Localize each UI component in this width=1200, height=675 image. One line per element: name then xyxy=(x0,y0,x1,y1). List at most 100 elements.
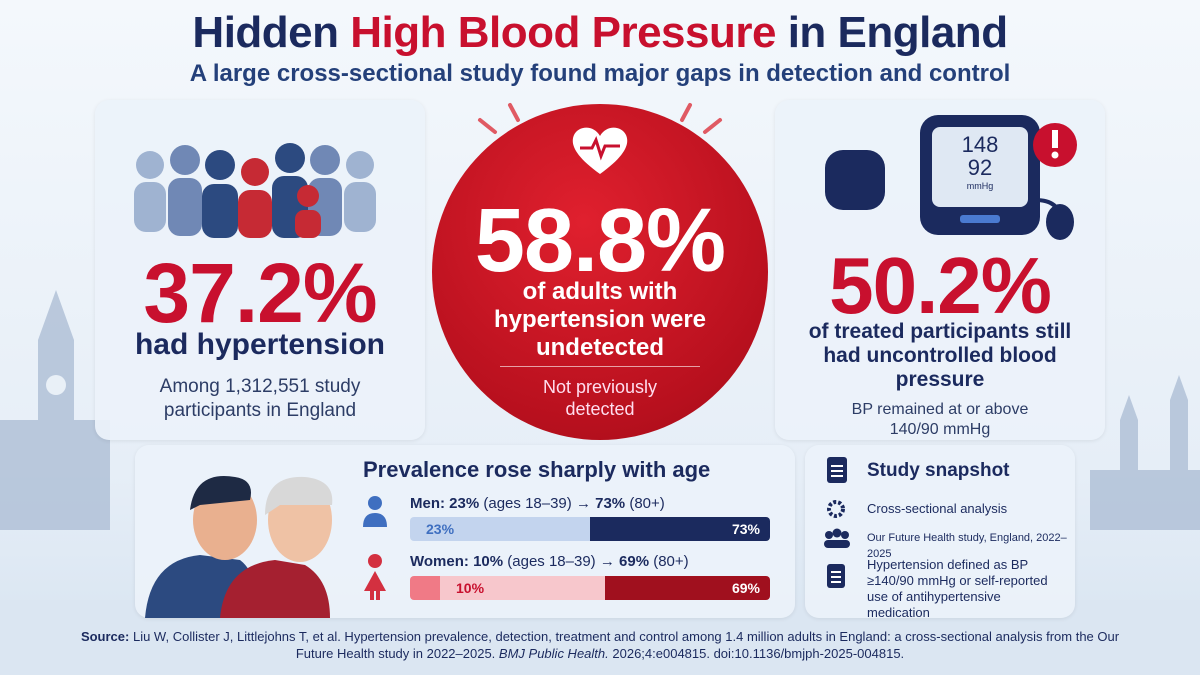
bp-monitor-icon-part xyxy=(1052,130,1058,148)
detection-circle: 58.8% of adults with hypertension were u… xyxy=(432,104,768,440)
men-old-bar: 73% xyxy=(590,517,770,541)
bp-monitor-icon-part xyxy=(960,215,1000,223)
gender-icons-part xyxy=(370,590,374,600)
monitor-diastolic: 92 xyxy=(967,155,993,180)
people-icon-part-part xyxy=(168,178,202,236)
snapshot-icons-part xyxy=(824,540,850,548)
people-icon-part-part xyxy=(238,190,272,238)
heading-part: (80+) xyxy=(653,553,689,570)
prevalence-label: had hypertension xyxy=(134,328,386,361)
people-icon-part-part xyxy=(346,151,374,179)
heading-part: → xyxy=(575,495,591,512)
women-young-bar: 10% xyxy=(440,576,605,600)
london-skyline-part xyxy=(1170,375,1188,400)
people-icon-part-part xyxy=(202,184,238,238)
heading-part: (ages 18–39) xyxy=(507,553,596,570)
snapshot-icons-part xyxy=(827,500,845,518)
snapshot-icons-part xyxy=(831,571,841,583)
detection-value: 58.8% xyxy=(474,191,726,291)
prevalence-value: 37.2% xyxy=(143,246,377,340)
gender-icons-part xyxy=(368,496,382,510)
bp-monitor-icon-part xyxy=(1051,151,1059,159)
control-card: 148 92 mmHg 50.2% of treated participant… xyxy=(775,100,1105,440)
women-old-bar: 69% xyxy=(605,576,770,600)
alert-rays xyxy=(478,103,722,134)
detection-label: of adults with hypertension were undetec… xyxy=(493,278,707,361)
men-heading: Men: 23% (ages 18–39) → 73% (80+) xyxy=(410,495,665,512)
monitor-systolic: 148 xyxy=(961,132,999,157)
heading-part: (ages 18–39) xyxy=(483,495,572,512)
snapshot-item: Our Future Health study, England, 2022–2… xyxy=(867,532,1067,560)
title: Hidden High Blood Pressure in England xyxy=(0,8,1200,58)
heading-part: 10% xyxy=(473,553,504,570)
people-icon-part-part xyxy=(344,182,376,232)
prevalence-note: Among 1,312,551 study participants in En… xyxy=(159,376,361,421)
subtitle: A large cross-sectional study found majo… xyxy=(189,60,1011,87)
divider xyxy=(500,366,700,367)
people-icon-part-part xyxy=(310,145,340,175)
bp-monitor-icon xyxy=(825,115,1077,240)
people-icon-part xyxy=(238,158,321,238)
monitor-unit: mmHg xyxy=(966,181,994,191)
heading-part: 73% xyxy=(595,495,626,512)
alert-rays-part-part xyxy=(478,118,497,134)
people-icon xyxy=(134,143,376,238)
control-value: 50.2% xyxy=(829,241,1052,330)
people-icon-part-part xyxy=(170,145,200,175)
london-skyline-part xyxy=(1120,395,1138,420)
london-skyline xyxy=(0,290,1200,530)
age-title: Prevalence rose sharply with age xyxy=(363,457,711,482)
people-icon-part-part xyxy=(297,185,319,207)
control-label: of treated participants still had uncont… xyxy=(808,320,1072,391)
heading-part: Women: xyxy=(410,553,469,570)
faces-illustration xyxy=(145,475,333,618)
source-doi: 2026;4:e004815. doi:10.1136/bmjph-2025-0… xyxy=(612,646,905,661)
heart-icon xyxy=(572,127,628,174)
heading-part: (80+) xyxy=(629,495,665,512)
heading-part: 69% xyxy=(619,553,650,570)
gender-icons-part xyxy=(376,590,380,600)
people-icon-part-part xyxy=(136,151,164,179)
snapshot-icons-part xyxy=(832,528,842,538)
heart-icon-part xyxy=(580,136,620,161)
alert-rays-part-part xyxy=(703,118,722,134)
alert-rays-part-part xyxy=(508,103,520,122)
bp-monitor-icon-part xyxy=(1046,204,1074,240)
people-icon-part-part xyxy=(295,210,321,238)
bp-monitor-icon-part xyxy=(825,150,885,210)
faces-illustration-part xyxy=(265,476,333,515)
gender-icons-part xyxy=(368,554,382,568)
snapshot-icons xyxy=(824,457,850,588)
people-icon-part-part xyxy=(275,143,305,173)
men-young-bar: 23% xyxy=(410,517,590,541)
age-panel: Prevalence rose sharply with age Men: 23… xyxy=(135,445,795,618)
alert-rays-part-part xyxy=(680,103,692,122)
people-icon-part-part xyxy=(205,150,235,180)
title-part: in England xyxy=(787,8,1008,57)
people-icon-part-part xyxy=(241,158,269,186)
control-note: BP remained at or above 140/90 mmHg xyxy=(851,401,1029,438)
snapshot-item: Cross-sectional analysis xyxy=(867,501,1008,516)
people-icon-part xyxy=(134,151,376,232)
source-label: Source: xyxy=(80,629,130,644)
alert-rays-part xyxy=(478,103,722,134)
snapshot-icons-part xyxy=(825,531,833,539)
source: Source: Liu W, Collister J, Littlejohns … xyxy=(80,628,1120,662)
faces-illustration-part xyxy=(190,475,251,510)
detection-note: Not previously detected xyxy=(542,377,658,419)
gender-icons xyxy=(363,496,387,600)
women-heading: Women: 10% (ages 18–39) → 69% (80+) xyxy=(410,553,689,570)
snapshot-title: Study snapshot xyxy=(867,460,1010,481)
london-skyline-part xyxy=(46,375,66,395)
london-skyline-part xyxy=(1090,470,1200,530)
gender-icons-part xyxy=(364,571,386,591)
snapshot-icons-part xyxy=(841,531,849,539)
bp-monitor-icon-part xyxy=(932,127,1028,207)
faces-illustration-part xyxy=(220,560,330,618)
title-part: High Blood Pressure xyxy=(350,8,776,57)
source-journal: BMJ Public Health. xyxy=(498,646,609,661)
london-skyline-part xyxy=(0,420,110,530)
snapshot-card: Study snapshot Cross-sectional analysis … xyxy=(805,445,1075,620)
